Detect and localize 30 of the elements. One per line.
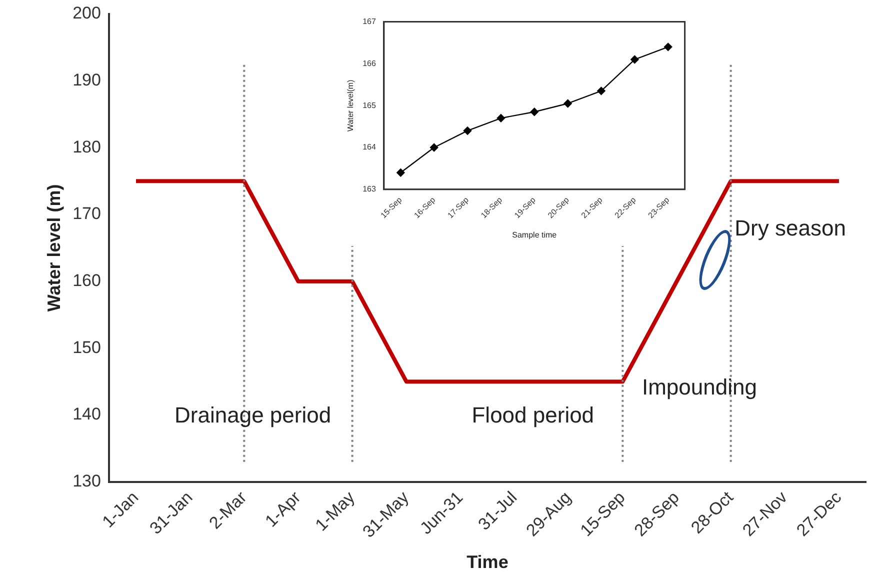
y-tick-label: 164 <box>362 142 376 152</box>
point <box>564 99 572 108</box>
point <box>496 114 506 122</box>
y-tick-label: 150 <box>72 338 101 357</box>
x-axis-title: Time <box>466 552 508 572</box>
x-axis-title: Sample time <box>512 230 558 240</box>
annotation: Impounding <box>642 374 757 400</box>
y-axis-title: Water level(m) <box>346 79 356 132</box>
y-tick-label: 160 <box>72 271 101 290</box>
y-tick-label: 166 <box>362 58 376 68</box>
y-tick-label: 163 <box>362 184 376 194</box>
point <box>630 55 639 64</box>
y-tick-label: 190 <box>72 70 101 90</box>
annotation: Drainage period <box>174 402 332 428</box>
annotation: Dry season <box>734 215 846 240</box>
point <box>396 168 405 177</box>
y-tick-label: 140 <box>72 404 101 424</box>
y-tick-label: 165 <box>362 100 376 110</box>
annotation: Flood period <box>472 402 594 428</box>
y-axis-title: Water level (m) <box>44 184 64 312</box>
y-tick-label: 167 <box>362 17 376 26</box>
y-tick-label: 180 <box>72 137 101 156</box>
y-tick-label: 200 <box>72 4 101 23</box>
point <box>530 108 538 116</box>
point <box>463 126 472 135</box>
point <box>430 143 438 152</box>
y-tick-label: 170 <box>72 204 101 224</box>
point <box>664 42 672 52</box>
y-tick-label: 130 <box>72 472 101 491</box>
point <box>597 86 606 96</box>
